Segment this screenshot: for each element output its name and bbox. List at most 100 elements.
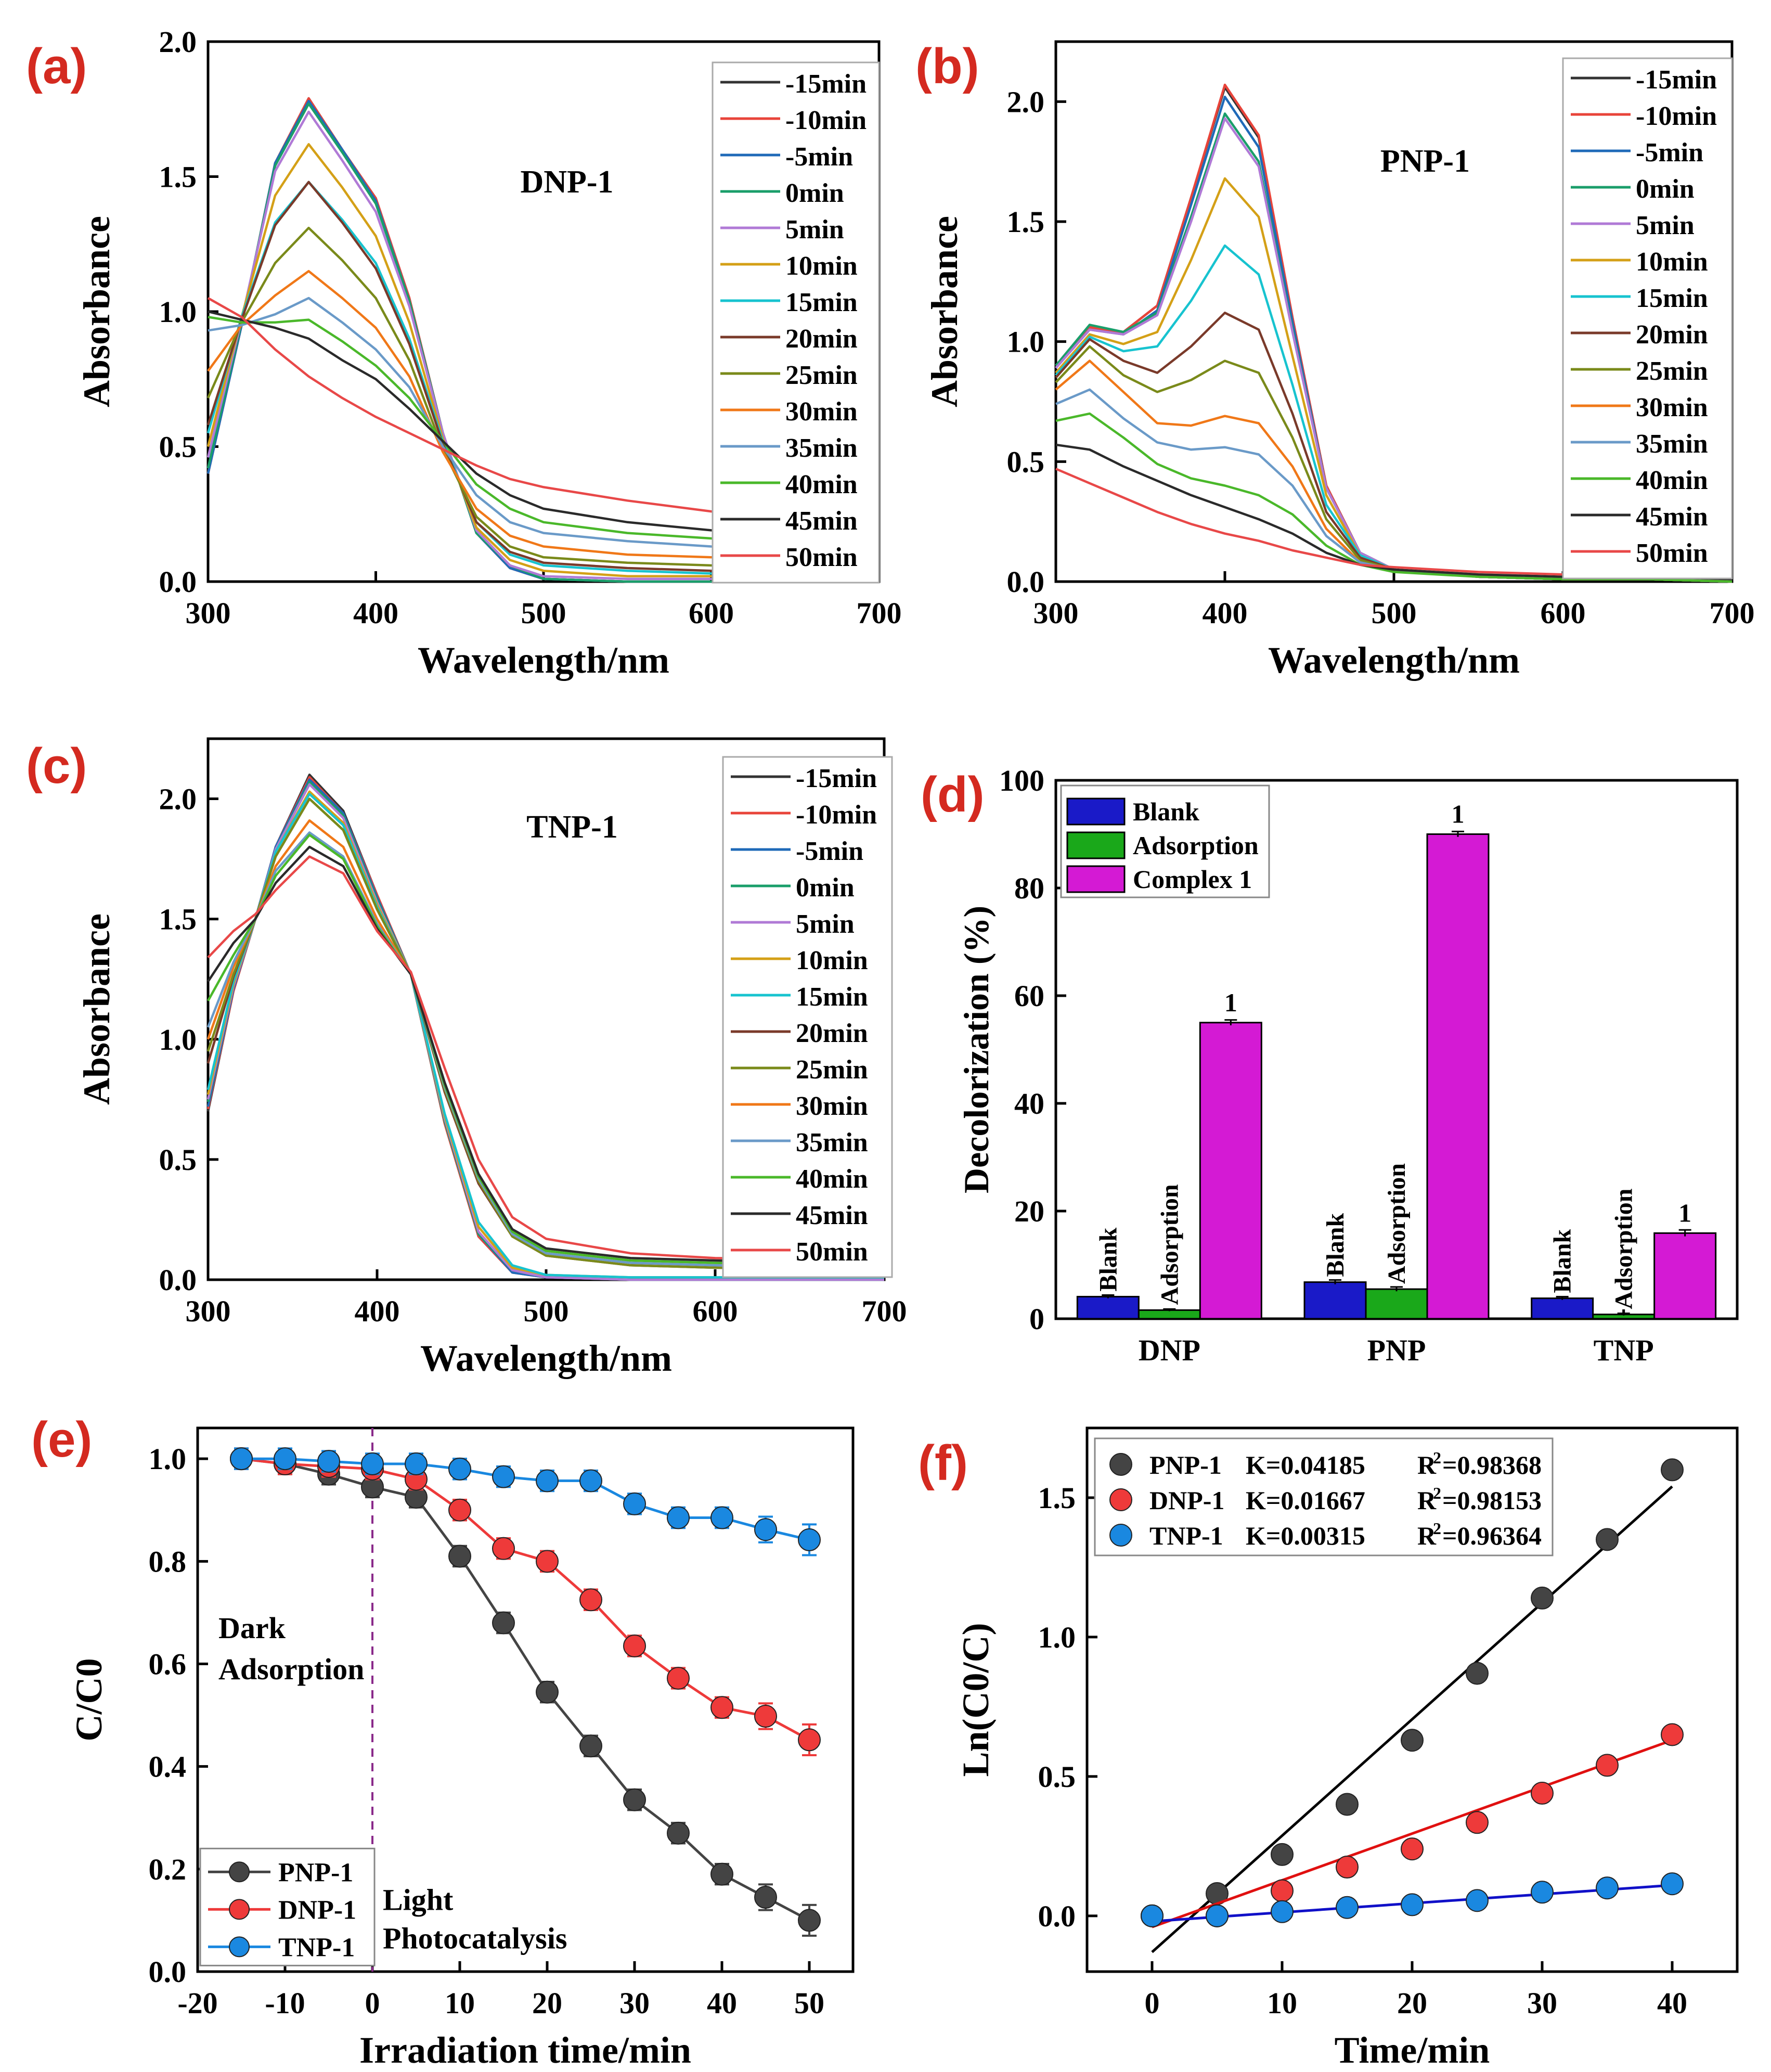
data-point [1531, 1881, 1554, 1904]
legend-label: 35min [796, 1128, 868, 1157]
data-point [1271, 1900, 1294, 1923]
x-axis-label: Wavelength/nm [418, 639, 669, 681]
x-tick-label: 20 [1397, 1986, 1427, 2020]
data-point [1336, 1793, 1359, 1816]
category-label: DNP [1139, 1333, 1200, 1367]
legend-r2-label: R [1417, 1486, 1437, 1515]
y-tick-label: 1.5 [1007, 205, 1045, 239]
data-point [754, 1518, 777, 1541]
x-tick-label: 600 [1541, 596, 1586, 630]
legend-marker [1109, 1488, 1132, 1511]
data-point [536, 1469, 559, 1492]
legend-label: TNP-1 [278, 1933, 355, 1962]
legend-label: -5min [796, 836, 863, 866]
y-axis-label: C/C0 [68, 1658, 110, 1742]
y-tick-label: 100 [999, 764, 1044, 797]
legend-label: 45min [785, 506, 858, 536]
spectrum-line-45min [1055, 443, 1733, 581]
x-tick-label: 20 [532, 1986, 562, 2020]
legend-label: PNP-1 [278, 1858, 353, 1887]
legend-label: 45min [1636, 502, 1708, 532]
bar-data-label: Blank [1094, 1228, 1122, 1292]
x-tick-label: -10 [265, 1986, 305, 2020]
y-tick-label: 20 [1014, 1194, 1044, 1228]
bar-Complex 1 [1653, 1232, 1717, 1320]
x-tick-label: 700 [857, 596, 902, 630]
y-axis-label: Decolorization (%) [956, 906, 996, 1193]
legend-label: 25min [785, 361, 858, 390]
data-point [1336, 1856, 1359, 1879]
legend-swatch [1066, 865, 1126, 893]
data-point [1531, 1586, 1554, 1610]
bar-data-label: Blank [1549, 1229, 1576, 1293]
legend-label: -15min [796, 764, 877, 793]
legend-marker [1109, 1524, 1132, 1547]
legend-label: 5min [1636, 211, 1695, 240]
legend-marker [229, 1861, 250, 1883]
legend-r2-label: R [1417, 1521, 1437, 1550]
x-tick-label: 600 [693, 1294, 738, 1328]
x-tick-label: 10 [1267, 1986, 1297, 2020]
y-tick-label: 0.0 [1007, 565, 1045, 599]
data-point [1596, 1754, 1619, 1777]
y-tick-label: 1.5 [1038, 1481, 1076, 1515]
panel-f: (f) 0 10 20 30 40 0.0 0.5 1.0 1.5 Time/min Ln(C0/C)… [918, 1426, 1739, 2071]
legend-marker [229, 1936, 250, 1958]
x-tick-label: 500 [1372, 596, 1417, 630]
y-tick-label: 0.5 [1038, 1760, 1076, 1794]
x-tick-label: 500 [524, 1294, 569, 1328]
data-point [317, 1450, 340, 1473]
x-tick-label: 300 [186, 1294, 231, 1328]
y-tick-label: 60 [1014, 979, 1044, 1013]
legend-label: 25min [1636, 356, 1708, 386]
legend-label: 20min [796, 1019, 868, 1048]
spectrum-line-50min [1055, 468, 1732, 578]
y-tick-label: 0.6 [149, 1647, 187, 1681]
data-point [1661, 1723, 1684, 1746]
legend-r2-superscript: 2 [1433, 1484, 1441, 1502]
legend-r2-superscript: 2 [1433, 1448, 1441, 1467]
x-tick-label: 40 [1657, 1986, 1687, 2020]
x-tick-label: 400 [1203, 596, 1248, 630]
data-point [1466, 1811, 1489, 1834]
legend-label: 25min [796, 1055, 868, 1085]
data-point [492, 1537, 515, 1560]
bar-data-label: 1 [1452, 800, 1465, 829]
legend-r2-label: R [1417, 1450, 1437, 1479]
x-tick-label: -20 [177, 1986, 217, 2020]
panel-label: (f) [918, 1435, 968, 1491]
y-tick-label: 1.0 [1038, 1620, 1076, 1654]
legend-marker [229, 1899, 250, 1920]
panel-c: (c) 300 400 500 600 700 0.0 0.5 1.0 1.5 2.0 Wavelen… [26, 737, 907, 1379]
data-point [492, 1611, 515, 1635]
data-point [1596, 1528, 1619, 1551]
annotation-text: Adsorption [218, 1652, 364, 1686]
annotation-text: Light [383, 1883, 454, 1917]
data-point [1466, 1662, 1489, 1685]
bar-data-label: Blank [1322, 1213, 1349, 1277]
y-tick-label: 0.8 [149, 1545, 187, 1578]
panel-label: (e) [31, 1412, 92, 1468]
bar-data-label: Adsorption [1383, 1163, 1411, 1284]
y-tick-label: 1.0 [159, 1023, 197, 1057]
y-tick-label: 2.0 [159, 782, 197, 816]
data-point [579, 1469, 602, 1492]
data-point [1531, 1782, 1554, 1805]
y-tick-label: 40 [1014, 1087, 1044, 1121]
legend-label: 20min [785, 324, 858, 354]
data-point [536, 1680, 559, 1704]
data-point [798, 1528, 821, 1551]
data-point [448, 1498, 471, 1522]
legend-swatch [1066, 797, 1126, 826]
legend-label: PNP-1 [1149, 1450, 1222, 1479]
legend-label: 50min [796, 1237, 868, 1267]
x-tick-label: 0 [1145, 1986, 1160, 2020]
x-axis-label: Time/min [1335, 2029, 1490, 2071]
legend-label: 50min [1636, 538, 1708, 568]
bar-Adsorption [1365, 1288, 1428, 1320]
y-axis-label: Ln(C0/C) [955, 1623, 997, 1777]
legend-label: -10min [796, 800, 877, 830]
y-axis-label: Absorbance [76, 913, 118, 1105]
legend-label: 30min [1636, 393, 1708, 422]
data-point [798, 1728, 821, 1752]
